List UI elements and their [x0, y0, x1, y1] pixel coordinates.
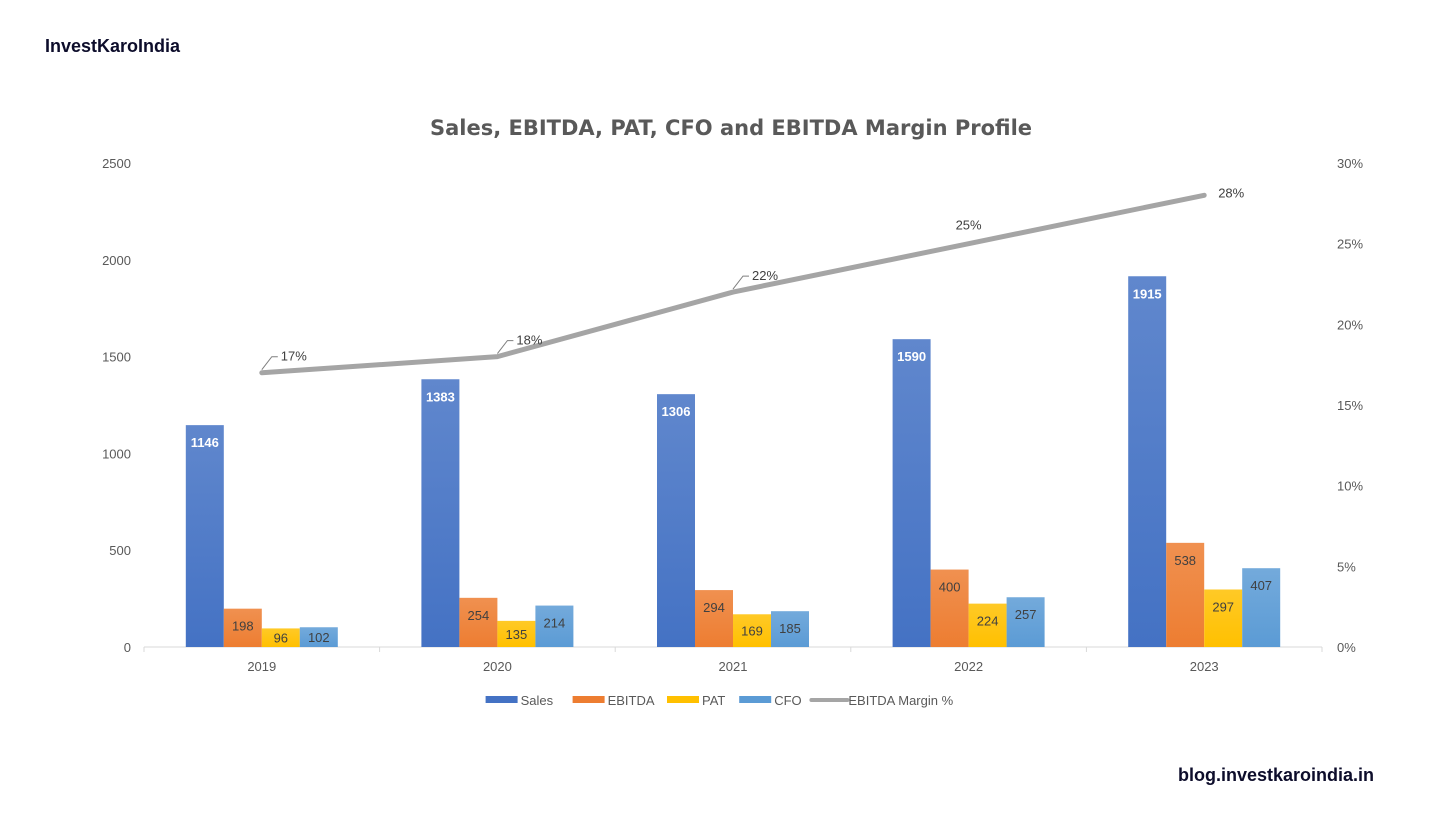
y2-axis-ticks: 0% 5% 10% 15% 20% 25% 30% — [1337, 156, 1363, 655]
bar-pat — [1204, 589, 1243, 647]
y-tick-label: 1500 — [102, 350, 131, 365]
bar-data-label: 294 — [703, 600, 725, 615]
line-data-label: 25% — [956, 218, 982, 233]
leader-line — [497, 340, 514, 354]
bar-data-label: 96 — [274, 631, 288, 646]
bar-pat — [733, 614, 771, 647]
y2-tick-label: 5% — [1337, 559, 1356, 574]
legend-label: PAT — [702, 693, 725, 708]
bar-data-label: 1383 — [426, 389, 455, 404]
bar-sales — [1128, 276, 1167, 647]
line-data-label: 17% — [281, 349, 307, 364]
bar-data-label: 185 — [779, 621, 801, 636]
bar-data-label: 1915 — [1133, 286, 1162, 301]
brand-logo-text: InvestKaroIndia — [45, 36, 181, 56]
margin-line: 17% 18% 22% 25% 28% — [259, 185, 1245, 376]
bar-cfo — [1006, 597, 1045, 647]
y2-tick-label: 10% — [1337, 479, 1363, 494]
footer-url: blog.investkaroindia.in — [1177, 765, 1374, 785]
bar-data-label: 254 — [468, 608, 490, 623]
bar-pat — [497, 620, 536, 647]
bar-data-label: 224 — [977, 614, 999, 629]
x-tick-label: 2020 — [483, 659, 512, 674]
bar-data-label: 169 — [741, 624, 763, 639]
bar-data-label: 102 — [308, 630, 330, 645]
bar-data-label: 400 — [939, 580, 961, 595]
bar-sales — [185, 425, 224, 647]
y2-tick-label: 0% — [1337, 640, 1356, 655]
bar-pat — [261, 628, 300, 647]
bar-data-label: 1306 — [662, 404, 691, 419]
bar-sales — [657, 394, 695, 647]
bar-pat — [968, 603, 1007, 647]
bar-data-label: 297 — [1212, 600, 1234, 615]
bar-data-label: 214 — [544, 616, 566, 631]
bar-data-label: 198 — [232, 619, 254, 634]
legend-swatch-sales — [485, 696, 518, 703]
bar-ebitda — [1166, 542, 1205, 647]
y2-tick-label: 25% — [1337, 237, 1363, 252]
bar-data-label: 257 — [1015, 607, 1037, 622]
legend-label: CFO — [774, 693, 801, 708]
bar-cfo — [299, 627, 338, 647]
leader-line — [261, 356, 278, 371]
x-axis-ticks: 2019 2020 2021 2022 2023 — [143, 647, 1323, 674]
bars: 1146 198 96 102 1383 254 135 214 1306 294 169 185 15… — [185, 276, 1281, 647]
legend-label: EBITDA Margin % — [848, 693, 953, 708]
legend-label: EBITDA — [608, 693, 655, 708]
x-tick-label: 2021 — [719, 659, 748, 674]
legend-swatch-cfo — [739, 696, 772, 703]
y-tick-label: 2000 — [102, 253, 131, 268]
line-data-label: 28% — [1218, 185, 1244, 200]
bar-ebitda — [695, 590, 733, 647]
bar-ebitda — [930, 569, 969, 647]
x-tick-label: 2023 — [1190, 659, 1219, 674]
bar-data-label: 1590 — [897, 349, 926, 364]
y-tick-label: 1000 — [102, 446, 131, 461]
legend-label: Sales — [521, 693, 554, 708]
x-tick-label: 2019 — [247, 659, 276, 674]
bar-ebitda — [223, 608, 262, 647]
y-tick-label: 500 — [109, 543, 131, 558]
y2-tick-label: 15% — [1337, 398, 1363, 413]
leader-line — [732, 275, 749, 290]
y2-tick-label: 20% — [1337, 317, 1363, 332]
bar-sales — [421, 379, 460, 647]
chart-title: Sales, EBITDA, PAT, CFO and EBITDA Margi… — [430, 116, 1032, 140]
bar-data-label: 135 — [506, 627, 528, 642]
bar-data-label: 407 — [1250, 578, 1272, 593]
y-tick-label: 2500 — [102, 156, 131, 171]
bar-data-label: 1146 — [191, 435, 219, 450]
x-tick-label: 2022 — [954, 659, 983, 674]
bar-sales — [892, 339, 931, 647]
margin-line-path — [259, 192, 1207, 376]
line-data-label: 18% — [516, 333, 542, 348]
bar-ebitda — [459, 597, 498, 647]
line-data-label: 22% — [752, 268, 778, 283]
y-axis-ticks: 0 500 1000 1500 2000 2500 — [102, 156, 131, 655]
bar-data-label: 538 — [1174, 553, 1196, 568]
bar-cfo — [1242, 568, 1281, 647]
bar-cfo — [535, 605, 574, 647]
legend: Sales EBITDA PAT CFO EBITDA Margin % — [485, 693, 954, 708]
y2-tick-label: 30% — [1337, 156, 1363, 171]
legend-swatch-ebitda — [572, 696, 605, 703]
y-tick-label: 0 — [124, 640, 131, 655]
bar-cfo — [771, 611, 809, 647]
legend-swatch-pat — [667, 696, 699, 703]
